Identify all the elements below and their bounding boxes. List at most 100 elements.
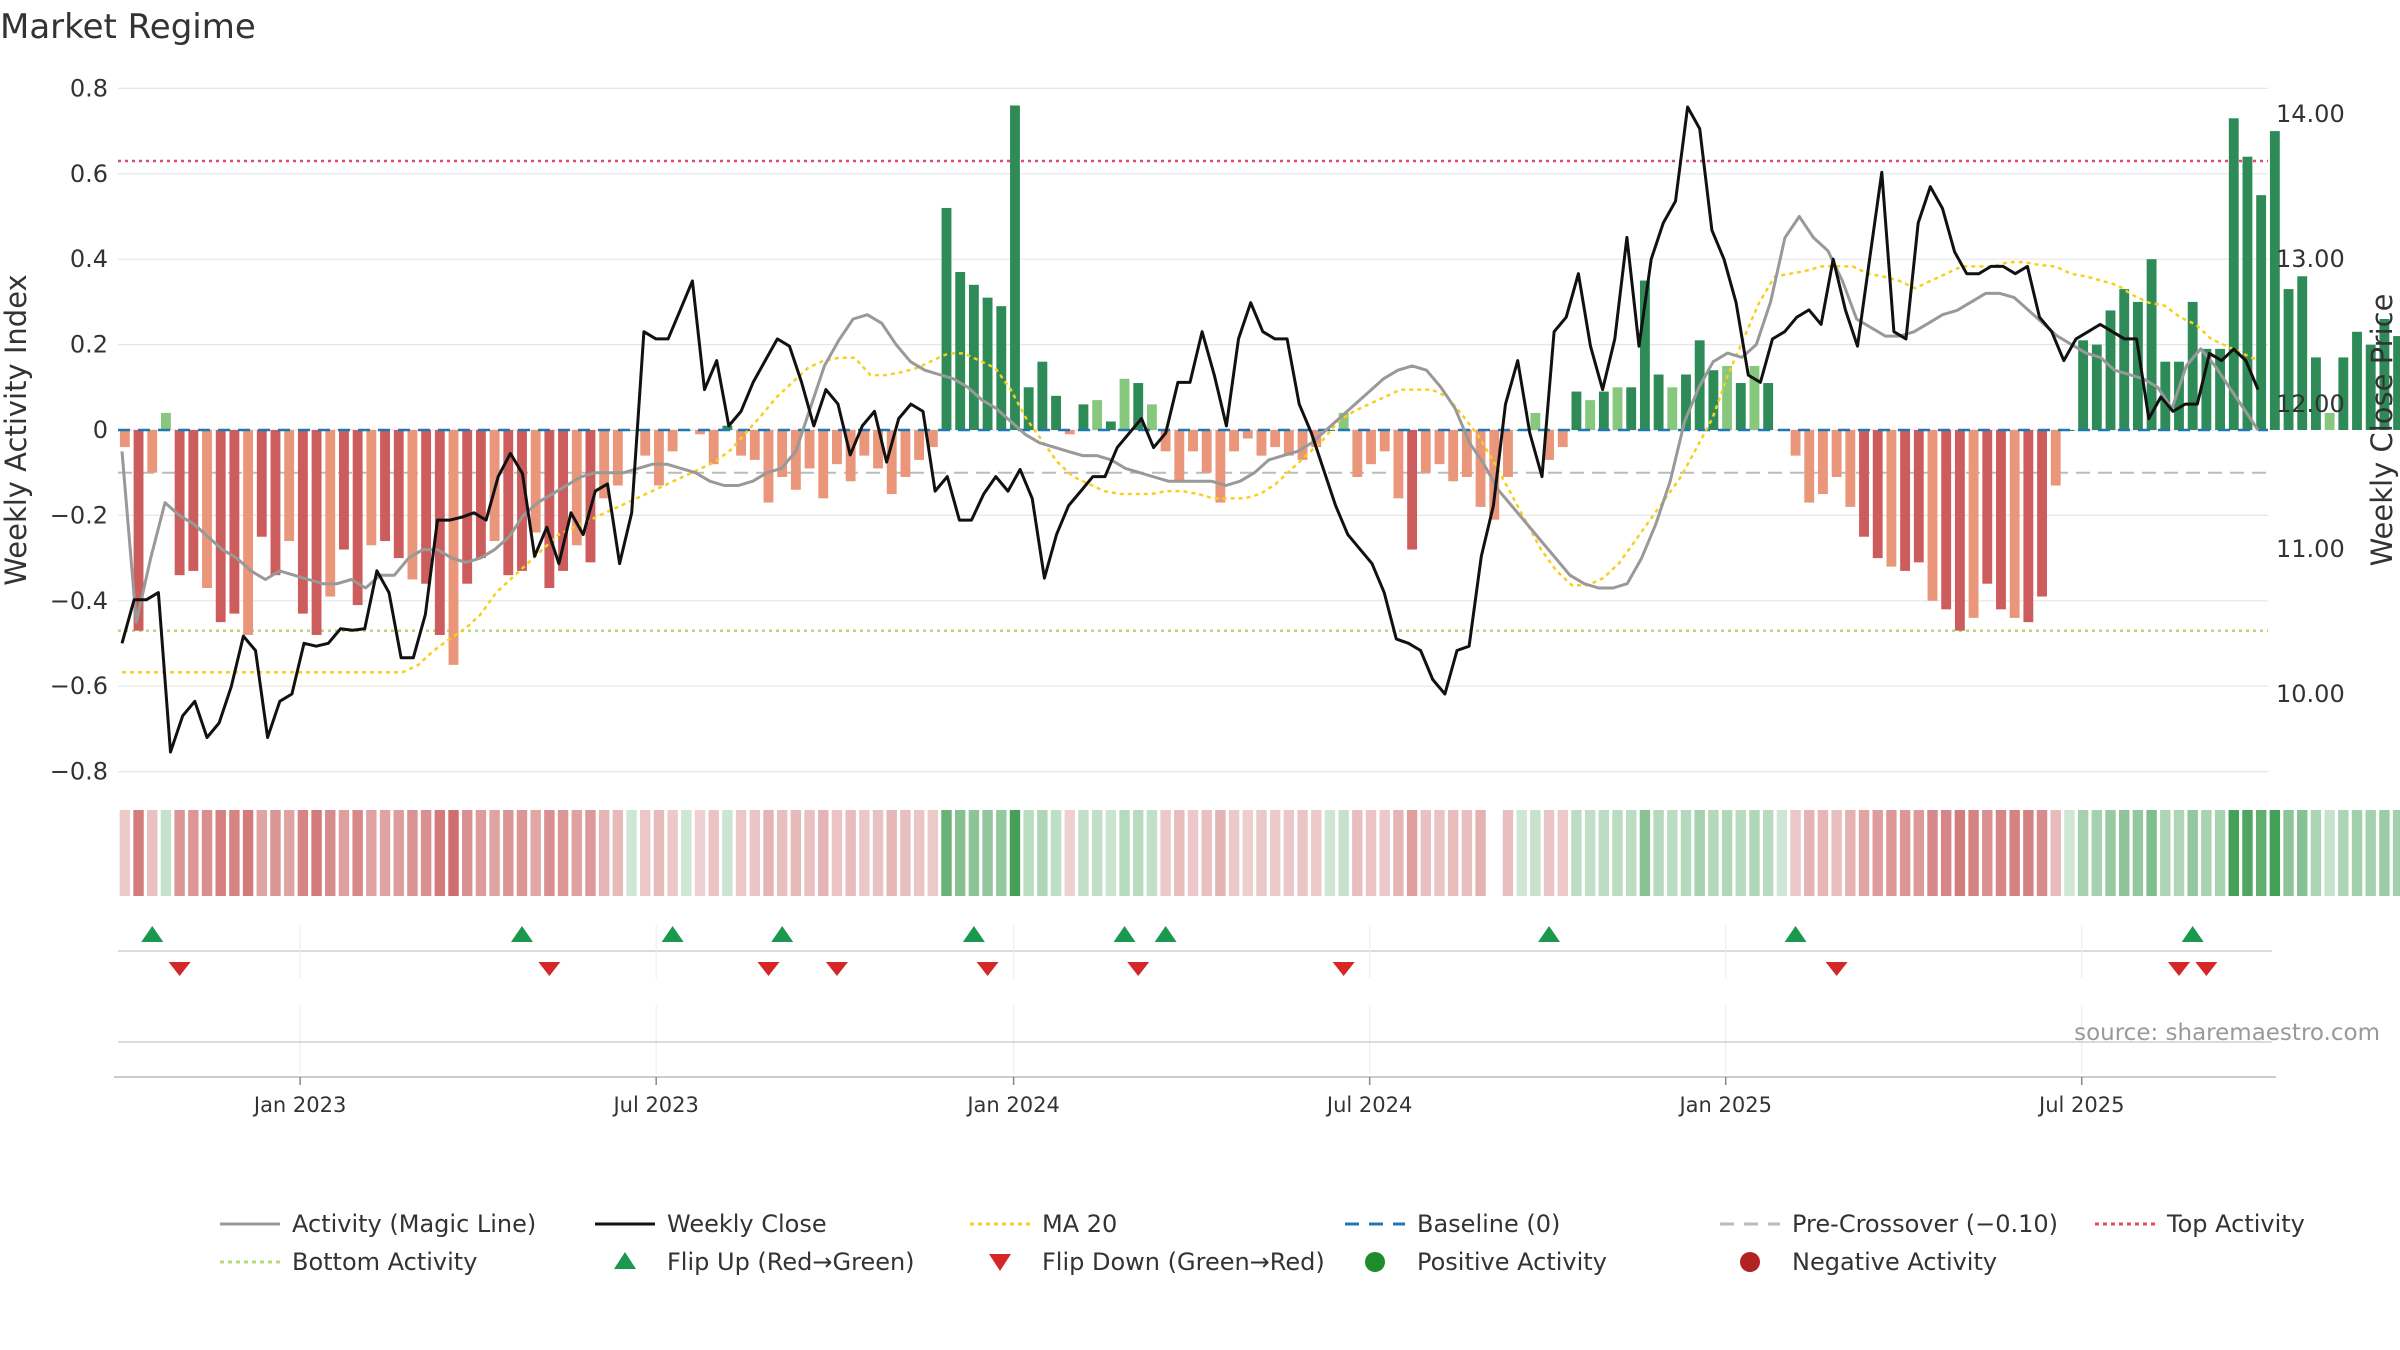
regime-strip-cell <box>2064 810 2075 896</box>
regime-strip-cell <box>1571 810 1582 896</box>
right-tick-label: 13.00 <box>2276 245 2345 273</box>
regime-strip-cell <box>2392 810 2400 896</box>
regime-strip-cell <box>859 810 870 896</box>
activity-bar <box>790 430 801 490</box>
flip-down-marker <box>976 962 999 976</box>
regime-strip-cell <box>749 810 760 896</box>
regime-strip-cell <box>1297 810 1308 896</box>
regime-strip-cell <box>1735 810 1746 896</box>
regime-strip-cell <box>366 810 377 896</box>
activity-bar <box>434 430 445 635</box>
regime-strip-cell <box>407 810 418 896</box>
right-axis-ticks: 14.00 13.00 12.00 11.00 10.00 <box>2276 100 2345 708</box>
left-tick-label: 0.8 <box>70 74 108 102</box>
activity-bar <box>777 430 788 477</box>
regime-strip-cell <box>2214 810 2226 896</box>
flip-up-marker <box>141 926 164 942</box>
flip-down-marker <box>168 962 191 976</box>
x-tick-label: Jan 2024 <box>965 1093 1060 1117</box>
regime-strip-cell <box>831 810 843 896</box>
legend-swatch <box>614 1252 636 1269</box>
activity-bar <box>2105 310 2116 430</box>
activity-bar <box>1626 387 1637 430</box>
regime-strip-cell <box>1078 810 1089 896</box>
regime-strip-cell <box>996 810 1007 896</box>
left-tick-label: 0.4 <box>70 245 108 273</box>
activity-bar <box>1448 430 1459 482</box>
flip-up-marker <box>1113 926 1136 942</box>
regime-strip-cell <box>1721 810 1733 896</box>
regime-strip-cell <box>968 810 980 896</box>
x-tick-label: Jan 2025 <box>1677 1093 1772 1117</box>
activity-bar <box>1708 370 1719 430</box>
regime-strip-cell <box>393 810 404 896</box>
left-axis-ticks: 0.8 0.6 0.4 0.2 0 −0.2 −0.4 −0.6 −0.8 <box>50 74 108 785</box>
activity-bar <box>1133 383 1144 430</box>
regime-strip <box>119 810 2400 896</box>
regime-strip-cell <box>790 810 802 896</box>
activity-bar <box>1571 391 1582 430</box>
left-tick-label: −0.2 <box>50 501 108 529</box>
activity-bar <box>640 430 651 456</box>
regime-strip-cell <box>434 810 446 896</box>
activity-bar <box>1393 430 1404 499</box>
activity-bar <box>1256 430 1267 456</box>
activity-bar <box>1557 430 1568 448</box>
regime-strip-cell <box>1776 810 1788 896</box>
activity-bar <box>1201 430 1212 473</box>
regime-strip-cell <box>1940 810 1952 896</box>
regime-strip-cell <box>1968 810 1979 896</box>
regime-strip-cell <box>1324 810 1336 896</box>
x-tick-label: Jan 2023 <box>252 1093 347 1117</box>
activity-bar <box>2078 340 2089 430</box>
activity-bar <box>1461 430 1472 477</box>
activity-bar <box>366 430 377 546</box>
regime-strip-cell <box>475 810 487 896</box>
legend-item: Top Activity <box>2095 1210 2305 1238</box>
activity-bar <box>2324 412 2335 430</box>
left-tick-label: −0.8 <box>50 758 108 786</box>
activity-bars <box>119 105 2400 665</box>
legend-item: Weekly Close <box>595 1210 827 1238</box>
activity-bar <box>1941 430 1952 610</box>
regime-strip-cell <box>133 810 144 896</box>
regime-strip-cell <box>886 810 897 896</box>
regime-strip-cell <box>1516 810 1527 896</box>
activity-bar <box>1639 280 1650 430</box>
left-axis-label: Weekly Activity Index <box>0 274 33 585</box>
regime-strip-cell <box>1023 810 1034 896</box>
activity-bar <box>1653 374 1664 430</box>
activity-bar <box>626 430 637 431</box>
activity-bar <box>1434 430 1445 465</box>
activity-bar <box>996 306 1007 430</box>
x-tick-label: Jul 2023 <box>611 1093 698 1117</box>
activity-bar <box>558 430 568 571</box>
activity-bar <box>1872 430 1883 559</box>
activity-bar <box>599 430 610 499</box>
activity-bar <box>1585 400 1596 430</box>
activity-bar <box>1667 387 1678 430</box>
activity-bar <box>1735 383 1746 430</box>
activity-bar <box>325 430 336 597</box>
activity-bar <box>1530 412 1541 430</box>
regime-strip-cell <box>1365 810 1377 896</box>
activity-bar <box>1420 430 1431 473</box>
activity-bar <box>2269 131 2280 430</box>
activity-bar <box>736 430 747 456</box>
activity-bar <box>695 430 705 435</box>
regime-strip-cell <box>2242 810 2253 896</box>
regime-strip-cell <box>571 810 582 896</box>
regime-strip-cell <box>1543 810 1555 896</box>
regime-strip-cell <box>2187 810 2198 896</box>
activity-bar <box>941 207 952 430</box>
right-tick-label: 11.00 <box>2276 535 2345 563</box>
regime-strip-cell <box>1283 810 1295 896</box>
regime-strip-cell <box>1817 810 1829 896</box>
regime-strip-cell <box>598 810 610 896</box>
flip-down-marker <box>1825 962 1848 976</box>
activity-bar <box>2201 348 2212 430</box>
activity-bar <box>380 430 390 542</box>
activity-bar <box>914 430 925 460</box>
regime-strip-cell <box>1557 810 1568 896</box>
